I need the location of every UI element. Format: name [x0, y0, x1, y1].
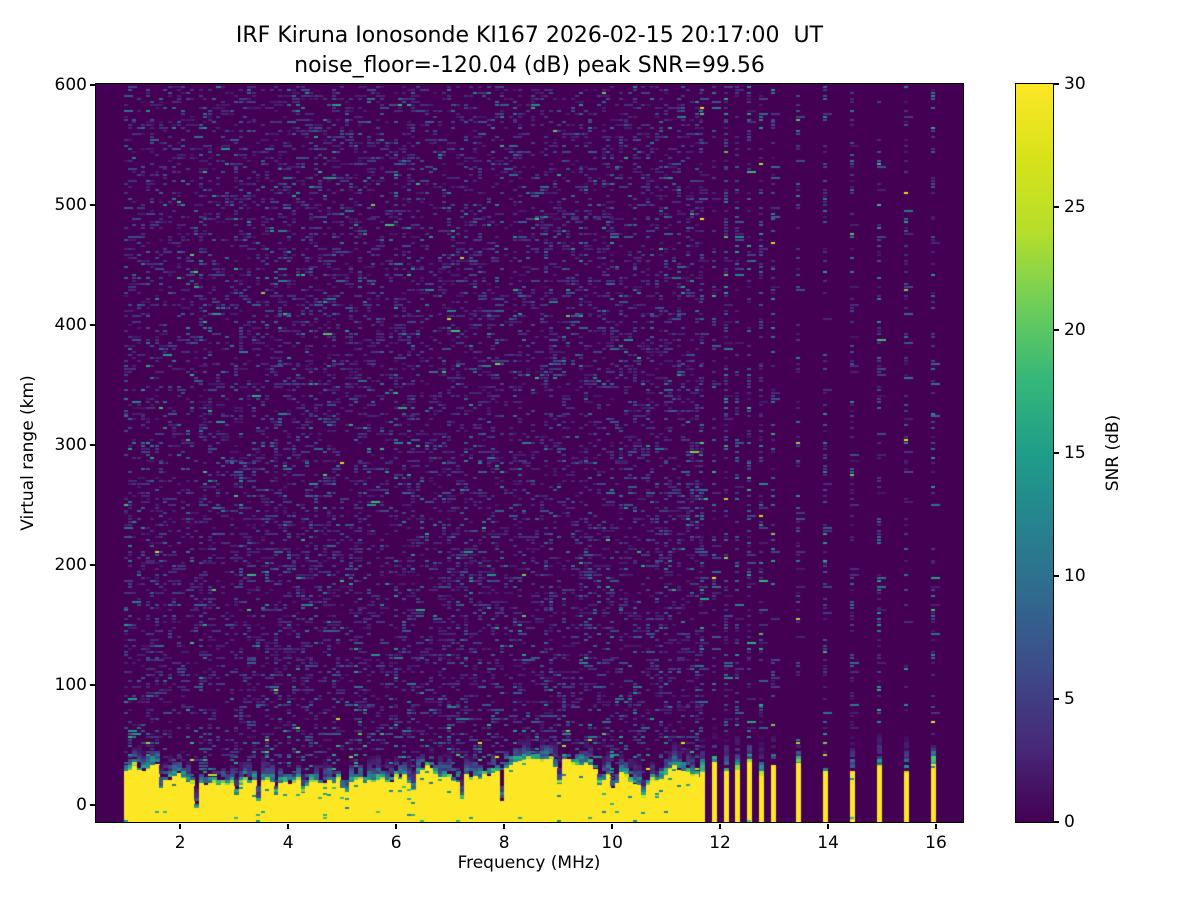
y-tick-label: 100 [54, 674, 87, 695]
x-tick-mark [503, 823, 505, 829]
colorbar-tick-mark [1054, 698, 1059, 700]
y-tick-mark [89, 684, 95, 686]
x-tick-label: 8 [498, 833, 510, 853]
x-tick-label: 4 [282, 833, 294, 853]
x-tick-label: 10 [601, 833, 623, 853]
x-tick-mark [827, 823, 829, 829]
y-tick-mark [89, 84, 95, 86]
plot-area [95, 83, 964, 823]
x-axis-label: Frequency (MHz) [457, 853, 601, 873]
y-tick-label: 600 [54, 74, 87, 95]
x-tick-label: 6 [390, 833, 402, 853]
x-tick-mark [179, 823, 181, 829]
y-tick-mark [89, 444, 95, 446]
colorbar-tick-mark [1054, 206, 1059, 208]
colorbar-tick-label: 25 [1064, 197, 1086, 217]
colorbar-gradient [1015, 83, 1054, 823]
chart-title: IRF Kiruna Ionosonde KI167 2026-02-15 20… [235, 23, 824, 48]
x-tick-label: 2 [174, 833, 186, 853]
x-tick-mark [395, 823, 397, 829]
y-tick-mark [89, 564, 95, 566]
colorbar-tick-label: 5 [1064, 689, 1075, 709]
chart-subtitle: noise_floor=-120.04 (dB) peak SNR=99.56 [294, 53, 765, 78]
x-tick-label: 14 [817, 833, 839, 853]
y-tick-label: 500 [54, 194, 87, 215]
colorbar-tick-label: 30 [1064, 74, 1086, 94]
x-tick-label: 12 [709, 833, 731, 853]
colorbar-label: SNR (dB) [1103, 414, 1123, 492]
colorbar-tick-label: 20 [1064, 320, 1086, 340]
y-tick-mark [89, 324, 95, 326]
colorbar-tick-label: 10 [1064, 566, 1086, 586]
colorbar-tick-mark [1054, 575, 1059, 577]
y-tick-mark [89, 204, 95, 206]
x-tick-mark [935, 823, 937, 829]
y-tick-label: 0 [76, 794, 87, 815]
colorbar-tick-label: 15 [1064, 443, 1086, 463]
colorbar-tick-mark [1054, 83, 1059, 85]
colorbar-tick-label: 0 [1064, 812, 1075, 832]
chart-title-block: IRF Kiruna Ionosonde KI167 2026-02-15 20… [96, 21, 963, 81]
y-tick-mark [89, 804, 95, 806]
y-tick-label: 200 [54, 554, 87, 575]
y-tick-label: 300 [54, 434, 87, 455]
ionogram-heatmap-canvas [96, 84, 963, 822]
x-tick-label: 16 [925, 833, 947, 853]
colorbar-tick-mark [1054, 329, 1059, 331]
x-tick-mark [287, 823, 289, 829]
colorbar-tick-mark [1054, 452, 1059, 454]
colorbar-tick-mark [1054, 821, 1059, 823]
x-tick-mark [611, 823, 613, 829]
x-tick-mark [719, 823, 721, 829]
y-tick-label: 400 [54, 314, 87, 335]
